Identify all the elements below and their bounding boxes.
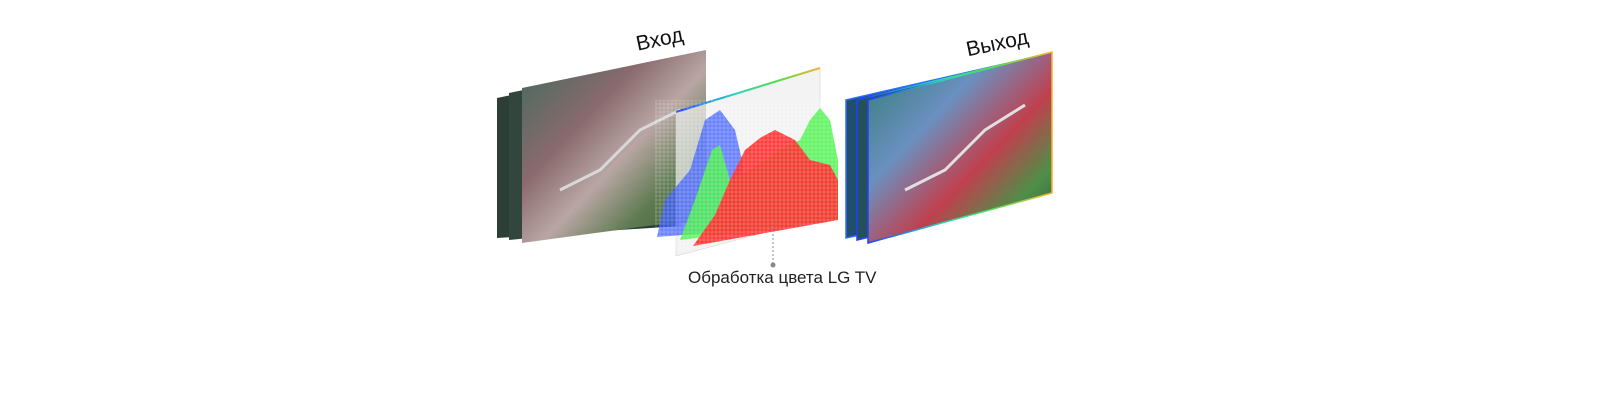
histogram-grid-overlay [655,100,840,250]
input-frame-stack [497,50,706,243]
histogram-panel [655,67,840,268]
processing-label: Обработка цвета LG TV [688,268,877,287]
output-frame-stack [845,51,1053,244]
pointer-dot [770,262,776,268]
output-frame-front [867,51,1053,244]
output-road [904,103,1026,192]
